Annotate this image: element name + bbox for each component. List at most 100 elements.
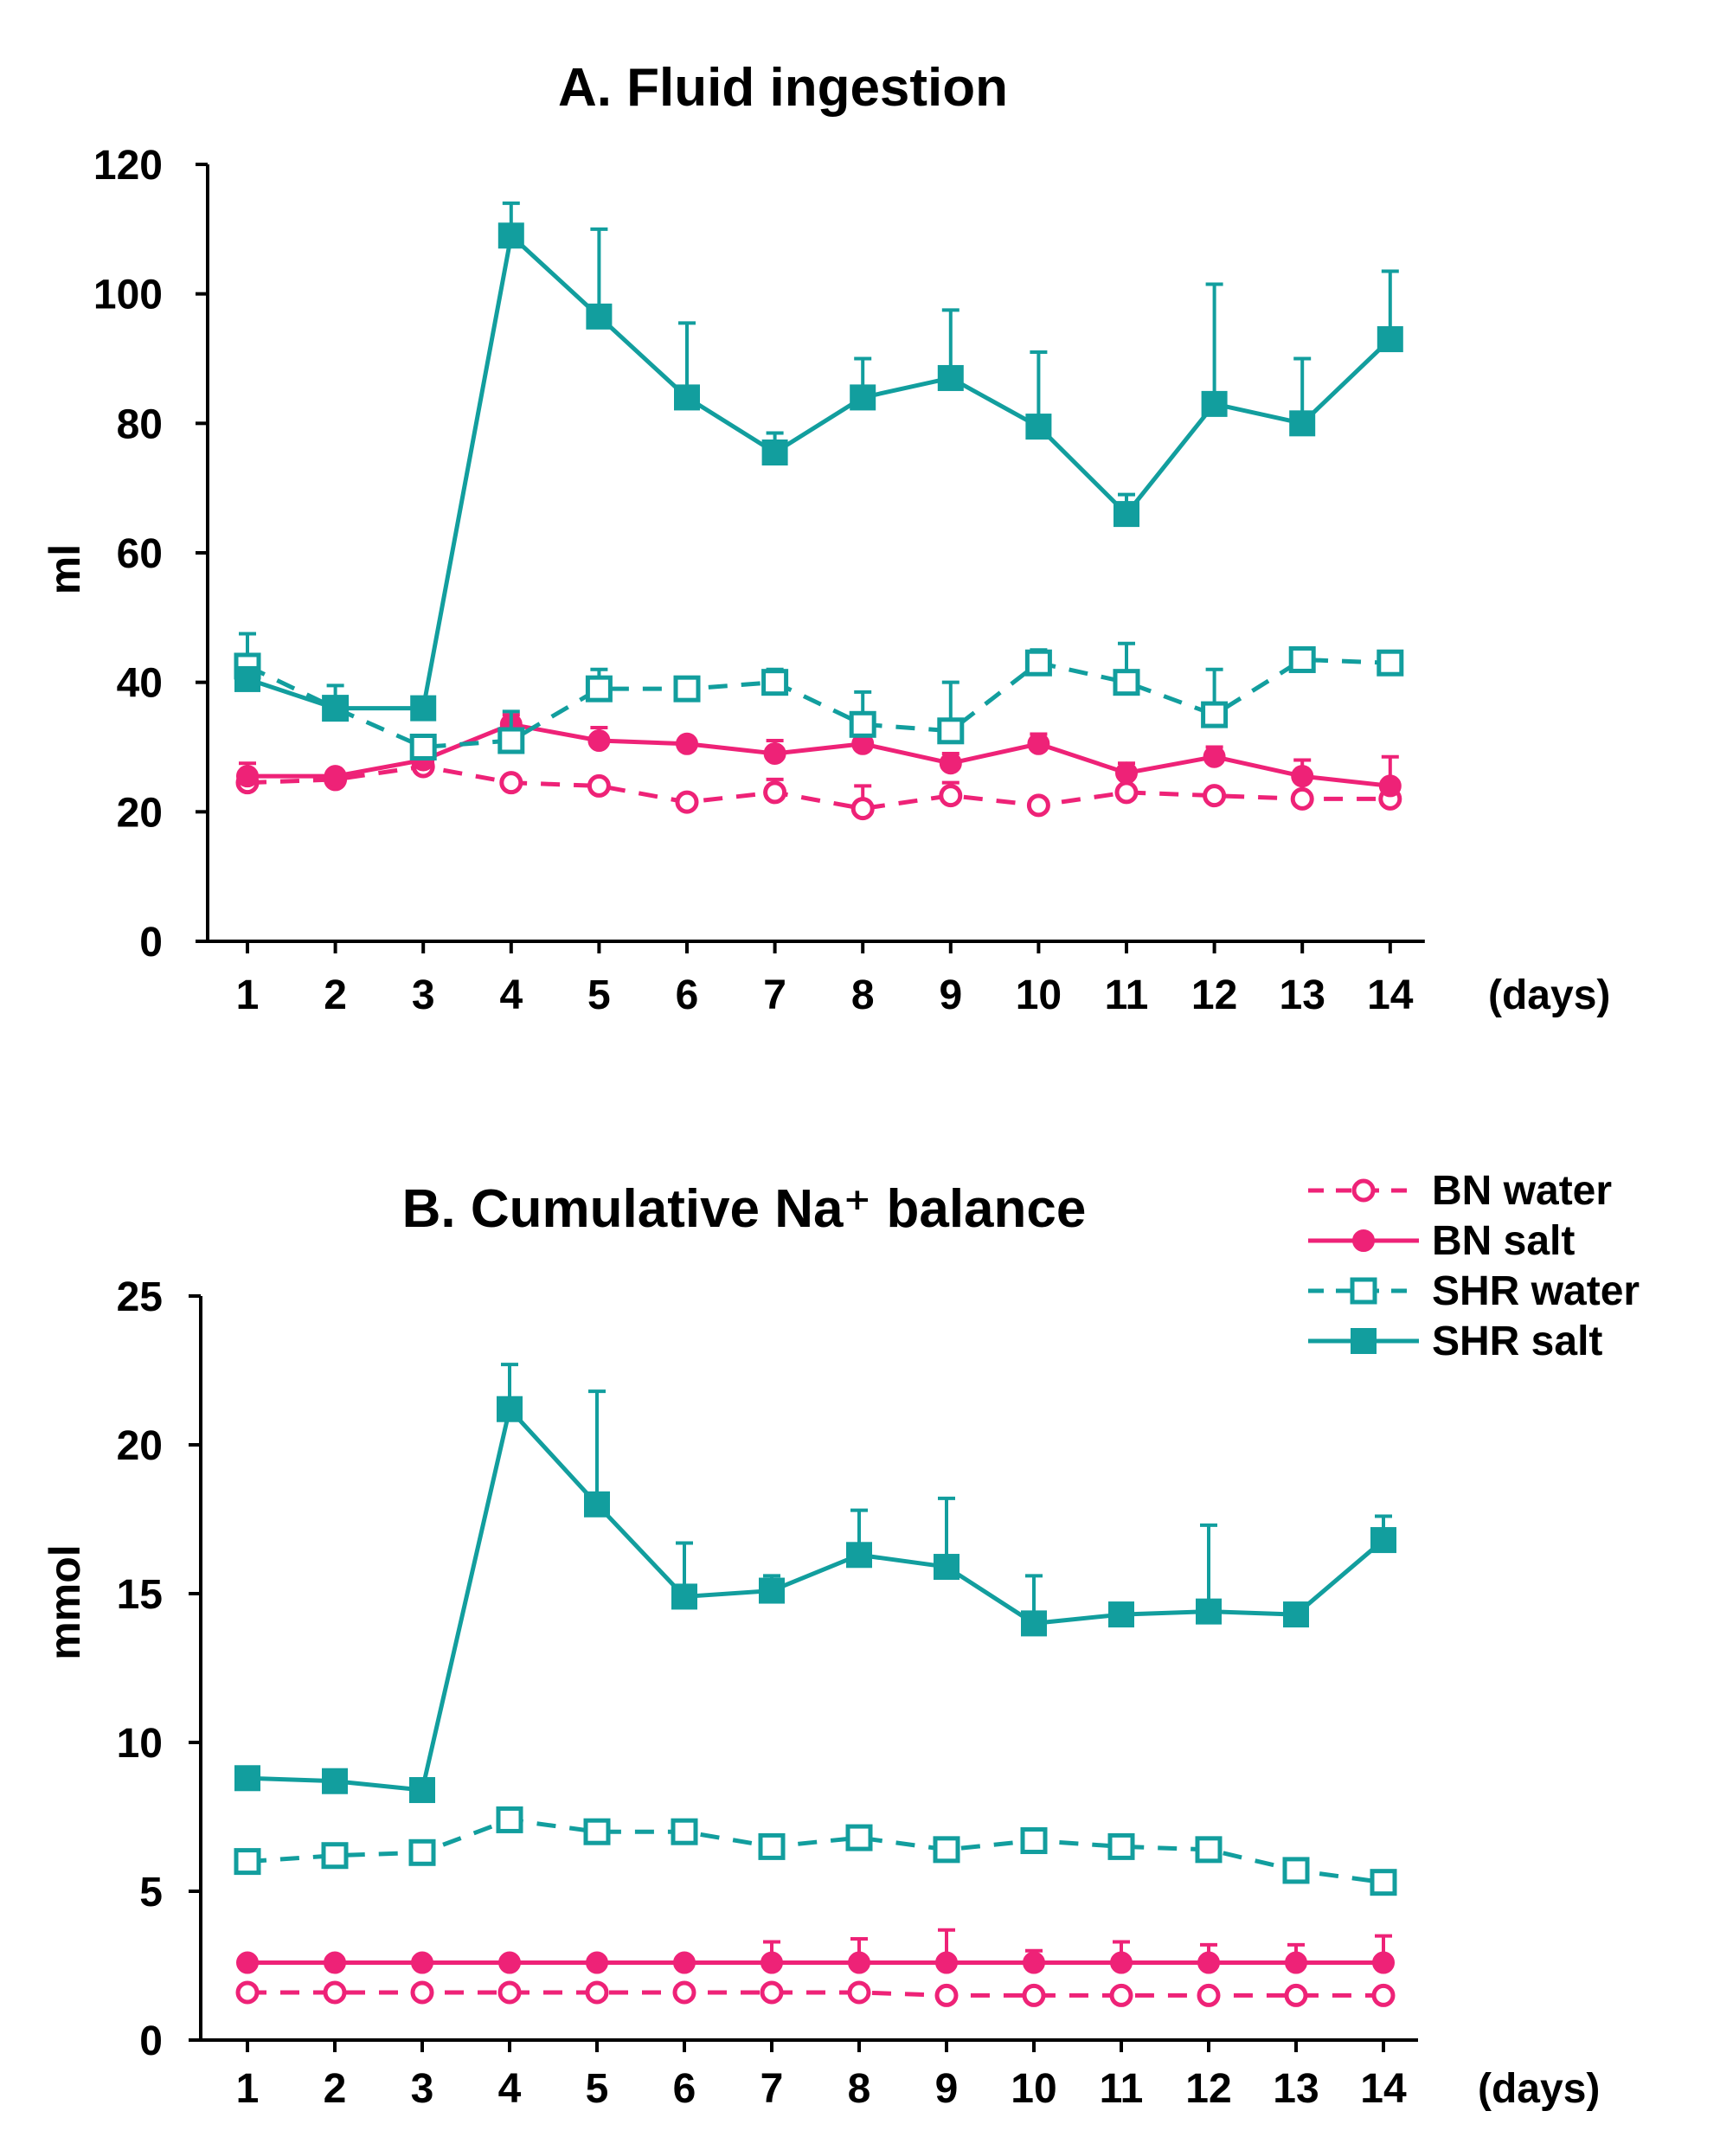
data-point <box>1113 669 1140 696</box>
data-point <box>408 1838 436 1866</box>
data-point <box>761 669 789 696</box>
y-tick-label: 0 <box>139 920 163 966</box>
x-tick-label: 14 <box>1367 972 1414 1018</box>
data-point <box>497 222 524 249</box>
data-point <box>761 1951 783 1974</box>
data-point <box>411 1951 433 1974</box>
y-tick-label: 120 <box>93 143 163 189</box>
data-point <box>761 440 788 466</box>
data-point <box>234 665 260 692</box>
x-tick-label: 10 <box>1016 972 1062 1018</box>
data-point <box>676 732 698 755</box>
x-tick-label: 8 <box>851 972 875 1018</box>
y-tick-label: 25 <box>117 1274 163 1320</box>
legend-item-bn-water: BN water <box>1308 1168 1612 1214</box>
data-point <box>1203 784 1227 808</box>
data-point <box>1283 1601 1309 1628</box>
data-point <box>236 1951 259 1974</box>
series-shr-salt <box>234 201 1403 722</box>
data-point <box>1285 1951 1307 1974</box>
legend-swatch <box>1308 1178 1419 1203</box>
data-point <box>1115 761 1138 785</box>
y-tick-label: 0 <box>139 2018 163 2064</box>
y-tick-label: 100 <box>93 273 163 318</box>
x-tick-label: 8 <box>848 2066 871 2112</box>
data-point <box>1352 1229 1375 1252</box>
series-bn-water <box>235 1980 1396 2007</box>
data-point <box>937 364 964 391</box>
x-tick-label: 4 <box>498 2066 522 2112</box>
series-line <box>247 1990 1383 1998</box>
data-point <box>850 384 876 411</box>
x-axis-label: (days) <box>1488 972 1610 1018</box>
data-point <box>849 710 876 738</box>
data-point <box>671 1583 697 1610</box>
data-point <box>847 1980 871 2005</box>
data-point <box>410 1980 434 2005</box>
data-point <box>939 752 962 775</box>
x-tick-label: 3 <box>412 972 435 1018</box>
x-tick-label: 10 <box>1011 2066 1056 2112</box>
data-point <box>1289 410 1316 437</box>
data-point <box>672 1980 696 2005</box>
data-point <box>1025 414 1052 440</box>
data-point <box>497 1980 522 2005</box>
x-tick-label: 14 <box>1360 2066 1407 2112</box>
panel-cumulative-na-balance: B. Cumulative Na⁺ balance mmol (days) 0 5… <box>41 1179 1600 2112</box>
data-point <box>1024 649 1052 677</box>
panel-fluid-ingestion: A. Fluid ingestion ml (days) 0 20 40 60 80 10… <box>41 58 1610 1018</box>
x-tick-label: 12 <box>1191 972 1237 1018</box>
data-point <box>934 1983 959 2007</box>
y-axis-label: ml <box>41 544 89 594</box>
data-point <box>1114 501 1139 528</box>
x-tick-label: 5 <box>586 2066 609 2112</box>
x-tick-label: 9 <box>939 972 962 1018</box>
data-point <box>1372 1951 1395 1974</box>
data-point <box>499 771 523 795</box>
data-point <box>1370 1527 1396 1554</box>
x-tick-label: 5 <box>587 972 611 1018</box>
data-point <box>673 675 701 703</box>
legend-item-shr-water: SHR water <box>1308 1268 1640 1314</box>
data-point <box>763 780 787 805</box>
data-point <box>1351 1328 1377 1354</box>
data-point <box>671 1818 698 1845</box>
x-tick-label: 7 <box>761 2066 784 2112</box>
data-point <box>1378 774 1402 798</box>
data-point <box>1377 649 1404 677</box>
x-tick-label: 2 <box>324 972 347 1018</box>
series-line <box>247 233 1392 711</box>
data-point <box>234 1765 260 1792</box>
data-point <box>673 1951 696 1974</box>
data-point <box>1114 780 1139 805</box>
data-point <box>410 695 437 722</box>
data-point <box>845 1824 873 1851</box>
data-point <box>675 790 699 814</box>
legend-item-shr-salt: SHR salt <box>1308 1319 1602 1364</box>
series-shr-water <box>234 632 1404 760</box>
data-point <box>1197 1951 1220 1974</box>
data-point <box>409 1777 435 1804</box>
data-point <box>1026 793 1050 818</box>
y-axis-label: mmol <box>41 1544 89 1659</box>
x-tick-label: 6 <box>673 2066 696 2112</box>
data-point <box>1108 1601 1134 1628</box>
data-point <box>1377 326 1403 353</box>
legend-label: BN salt <box>1432 1218 1575 1264</box>
data-point <box>321 1842 349 1870</box>
data-point <box>935 1951 958 1974</box>
series-line <box>246 657 1390 749</box>
chart-title: A. Fluid ingestion <box>558 58 1008 118</box>
data-point <box>674 384 700 411</box>
y-tick-label: 40 <box>117 661 163 707</box>
data-point <box>235 1980 260 2005</box>
data-point <box>1282 1857 1310 1884</box>
data-point <box>496 1806 523 1833</box>
data-point <box>1197 1983 1221 2007</box>
x-tick-label: 13 <box>1273 2066 1319 2112</box>
data-point <box>937 717 965 745</box>
legend-swatch <box>1308 1229 1419 1252</box>
legend-label: SHR salt <box>1432 1319 1602 1364</box>
data-point <box>587 729 611 753</box>
